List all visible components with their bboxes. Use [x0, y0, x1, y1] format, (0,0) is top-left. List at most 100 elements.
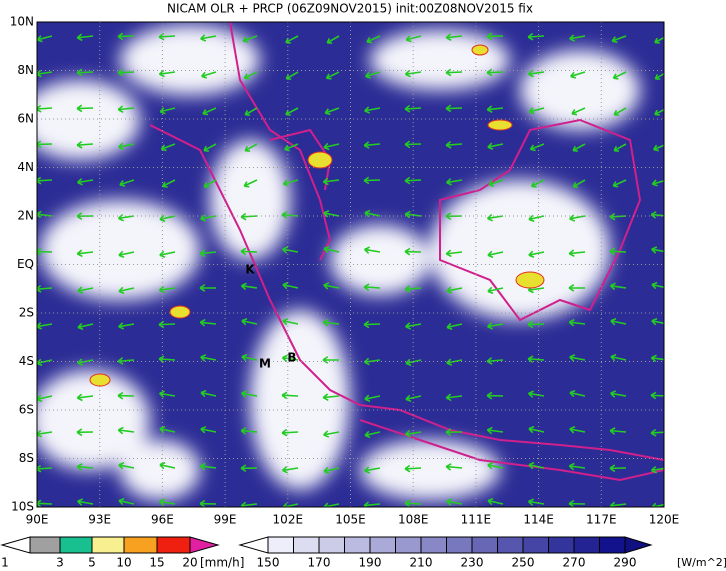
wind-arrow: [281, 211, 299, 219]
colorbar-swatch: [59, 536, 93, 554]
wind-arrow: [404, 140, 422, 149]
wind-arrow: [323, 210, 340, 218]
wind-arrow: [77, 322, 94, 331]
wind-arrow: [405, 322, 422, 330]
wind-arrow: [568, 284, 586, 292]
wind-arrow: [366, 35, 381, 44]
wind-arrow: [117, 357, 135, 365]
wind-arrow: [242, 35, 258, 44]
cloud-field: [37, 25, 640, 500]
wind-arrow: [613, 143, 627, 152]
wind-arrow: [487, 322, 504, 330]
colorbar-swatch: [293, 536, 320, 554]
wind-arrow: [118, 322, 135, 330]
colorbar-swatch: [369, 536, 396, 554]
wind-arrow: [363, 320, 381, 329]
wind-arrow: [323, 466, 340, 475]
lon-label: 117E: [586, 513, 617, 527]
wind-arrow: [528, 425, 545, 434]
wind-arrow: [404, 499, 422, 507]
wind-arrow: [404, 429, 422, 438]
lon-label: 114E: [523, 513, 554, 527]
wind-arrow: [76, 249, 94, 258]
wind-arrow: [199, 318, 217, 327]
wind-arrow: [364, 209, 381, 218]
wind-arrow: [158, 320, 176, 329]
wind-arrow: [199, 499, 217, 507]
wind-arrow: [405, 394, 422, 403]
colorbar-swatch: [446, 536, 473, 554]
wind-arrow: [117, 32, 135, 41]
wind-arrow: [323, 142, 340, 151]
wind-arrow: [240, 282, 258, 291]
wind-arrow: [486, 105, 504, 114]
wind-arrow: [569, 354, 586, 362]
wind-arrow: [240, 501, 258, 507]
wind-arrow: [404, 247, 422, 256]
wind-arrow: [364, 106, 381, 114]
wind-arrow: [568, 499, 586, 507]
wind-arrow: [37, 394, 53, 403]
wind-arrow: [118, 497, 135, 506]
wind-arrow: [446, 286, 463, 294]
wind-arrow: [244, 143, 258, 152]
wind-arrow: [76, 141, 94, 149]
wind-arrow: [326, 35, 340, 44]
lon-label: 96E: [151, 513, 174, 527]
colorbar-swatch: [573, 536, 600, 554]
colorbar-unit: [mm/h]: [200, 556, 244, 570]
wind-arrow: [76, 178, 94, 186]
wind-arrow: [609, 427, 627, 435]
wind-arrow: [159, 425, 176, 434]
wind-arrow: [528, 250, 545, 258]
colorbar-swatch: [497, 536, 524, 554]
wind-arrow: [37, 285, 53, 293]
wind-arrow: [76, 463, 94, 471]
colorbar-swatch: [420, 536, 447, 554]
station-marker: M: [259, 357, 271, 371]
lat-label: 4N: [17, 160, 34, 174]
wind-arrow: [37, 35, 53, 43]
precip-cells: [89, 44, 545, 387]
wind-arrow: [241, 317, 258, 326]
wind-arrow: [445, 393, 463, 402]
wind-arrow: [37, 247, 53, 256]
wind-arrow: [527, 69, 545, 78]
wind-arrow: [445, 104, 463, 113]
wind-arrow: [285, 71, 299, 80]
wind-arrow: [445, 178, 463, 186]
colorbar-label: 290: [614, 556, 637, 570]
wind-arrow: [117, 68, 135, 77]
wind-arrow: [571, 107, 586, 116]
wind-arrow: [610, 317, 627, 326]
wind-arrow: [527, 498, 545, 506]
wind-arrow: [609, 212, 627, 221]
wind-arrow: [609, 282, 627, 291]
wind-arrow: [651, 281, 664, 290]
wind-arrow: [569, 34, 586, 42]
wind-arrow: [445, 249, 463, 258]
wind-arrow: [654, 36, 664, 44]
wind-arrow: [77, 498, 94, 506]
wind-arrow: [363, 246, 381, 254]
wind-arrow: [486, 426, 504, 435]
wind-arrow: [404, 176, 422, 185]
colorbar-label: 230: [461, 556, 484, 570]
wind-arrow: [445, 141, 463, 149]
wind-arrow: [284, 143, 299, 152]
wind-arrow: [240, 247, 258, 256]
wind-arrow: [199, 284, 217, 292]
wind-arrow: [530, 179, 545, 188]
wind-arrow: [240, 427, 258, 435]
colorbar-swatch: [267, 536, 294, 554]
wind-arrow: [37, 499, 53, 507]
station-marker: B: [287, 351, 296, 365]
wind-arrow: [364, 394, 381, 402]
colorbar-label: 20: [182, 556, 197, 570]
wind-arrow: [486, 32, 504, 41]
wind-arrow: [487, 142, 504, 150]
colorbar-label: 150: [257, 556, 280, 570]
wind-arrow: [244, 107, 258, 116]
lon-label: 111E: [461, 513, 492, 527]
lon-label: 102E: [273, 513, 304, 527]
